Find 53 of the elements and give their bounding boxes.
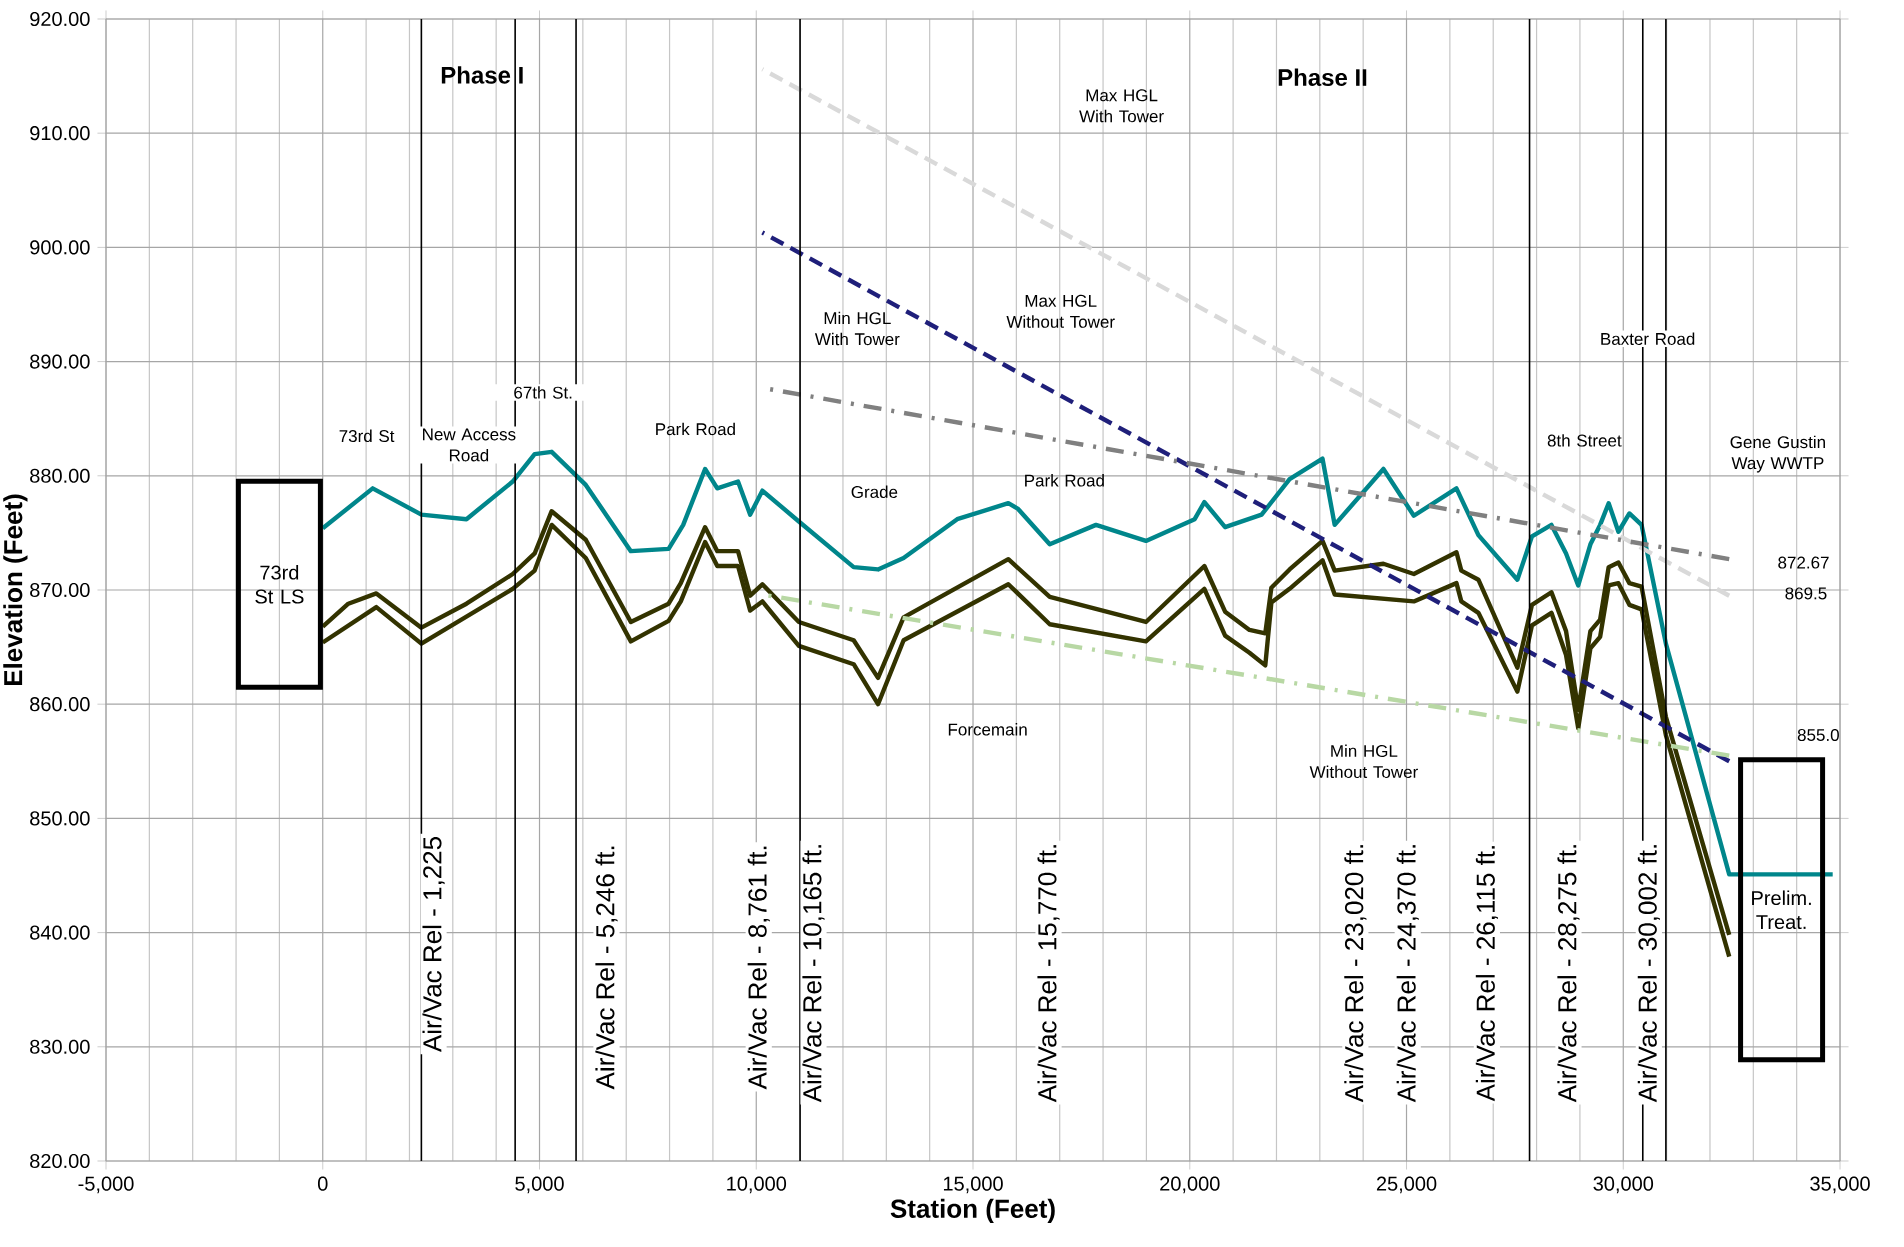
annotation: 73rd St LS xyxy=(255,564,304,604)
y-tick-label: 880.00 xyxy=(30,468,90,483)
y-tick-label: 910.00 xyxy=(30,126,90,141)
annotation: Phase I xyxy=(441,66,523,84)
annotation: Air/Vac Rel - 8,761 ft. xyxy=(747,846,770,1090)
annotation: Max HGL With Tower xyxy=(1079,89,1164,123)
annotation: Park Road xyxy=(656,422,735,436)
annotation: 869.5 xyxy=(1785,587,1827,600)
y-tick-label: 840.00 xyxy=(30,925,90,940)
y-tick-label: 850.00 xyxy=(30,811,90,826)
y-tick-label: 920.00 xyxy=(30,11,90,27)
annotation: New Access Road xyxy=(423,428,516,462)
x-tick-label: 30,000 xyxy=(1593,1176,1654,1194)
y-tick-label: 900.00 xyxy=(30,240,90,255)
annotation: Prelim. Treat. xyxy=(1752,890,1811,930)
annotation: Gene Gustin Way WWTP xyxy=(1730,435,1825,473)
annotation: Min HGL With Tower xyxy=(814,311,900,346)
x-tick-label: 25,000 xyxy=(1376,1176,1437,1194)
annotation: Air/Vac Rel - 10,165 ft. xyxy=(802,845,825,1103)
x-tick-label: 20,000 xyxy=(1160,1176,1220,1194)
annotation: Baxter Road xyxy=(1601,332,1695,345)
annotation: Park Road xyxy=(1025,474,1104,487)
annotation: Air/Vac Rel - 28,275 ft. xyxy=(1557,845,1580,1103)
annotation: Air/Vac Rel - 30,002 ft. xyxy=(1637,845,1660,1103)
annotation: Grade xyxy=(851,485,898,499)
x-tick-label: 10,000 xyxy=(727,1176,787,1194)
y-tick-label: 860.00 xyxy=(30,697,90,712)
y-tick-label: 820.00 xyxy=(30,1153,90,1169)
x-tick-label: 0 xyxy=(317,1176,328,1191)
x-tick-label: -5,000 xyxy=(78,1176,134,1194)
annotation: 8th Street xyxy=(1547,434,1622,447)
y-tick-label: 870.00 xyxy=(30,582,90,598)
annotation: 67th St. xyxy=(514,386,572,399)
annotation: 73rd St xyxy=(339,429,395,443)
annotation: 872.67 xyxy=(1778,556,1829,569)
y-tick-label: 830.00 xyxy=(30,1039,90,1054)
x-axis-title: Station (Feet) xyxy=(890,1198,1055,1224)
annotation: Phase II xyxy=(1278,68,1367,87)
y-axis-title: Elevation (Feet) xyxy=(3,494,28,686)
annotation: Air/Vac Rel - 23,020 ft. xyxy=(1344,845,1367,1103)
annotation: Min HGL Without Tower xyxy=(1309,744,1418,779)
y-tick-label: 890.00 xyxy=(30,354,90,369)
annotation: Max HGL Without Tower xyxy=(1006,294,1115,328)
annotation: Air/Vac Rel - 24,370 ft. xyxy=(1396,845,1419,1103)
x-tick-label: 35,000 xyxy=(1810,1176,1870,1194)
annotation: Air/Vac Rel - 15,770 ft. xyxy=(1037,845,1060,1103)
annotation: Forcemain xyxy=(948,723,1027,736)
x-tick-label: 15,000 xyxy=(943,1176,1003,1194)
annotation: 855.0 xyxy=(1797,729,1839,742)
annotation: Air/Vac Rel - 5,246 ft. xyxy=(595,846,618,1090)
annotation: Air/Vac Rel - 26,115 ft. xyxy=(1475,846,1498,1102)
x-tick-label: 5,000 xyxy=(515,1176,564,1194)
annotation: Air/Vac Rel - 1,225 xyxy=(422,837,445,1053)
